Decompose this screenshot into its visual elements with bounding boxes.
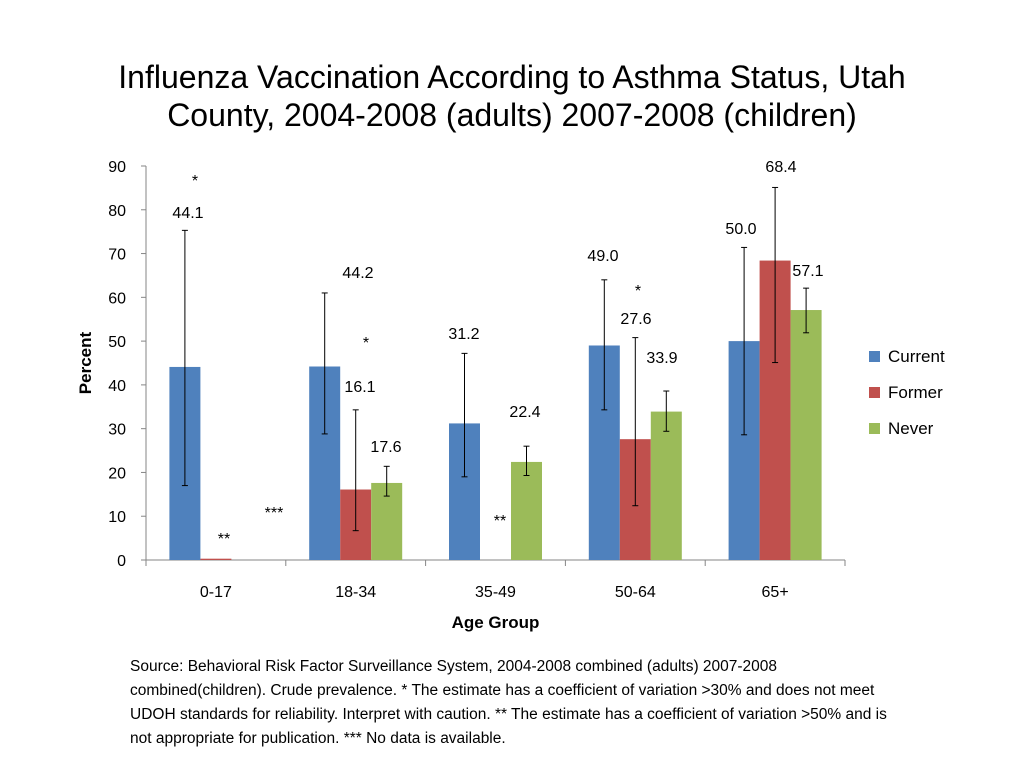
y-tick-label: 20 <box>108 465 126 482</box>
y-tick-label: 70 <box>108 247 126 264</box>
data-label: *** <box>265 505 284 522</box>
data-label: ** <box>494 513 506 530</box>
x-tick-label: 18-34 <box>335 584 376 601</box>
y-tick-label: 40 <box>108 378 126 395</box>
bar-chart: 0 10 20 30 40 50 60 70 80 90 0-17 18-34 35-49 50-64 65… <box>76 159 945 632</box>
data-label: 31.2 <box>448 326 479 343</box>
data-label: 49.0 <box>587 248 618 265</box>
legend-swatch <box>869 387 880 398</box>
y-tick-label: 10 <box>108 509 126 526</box>
x-tick-label: 50-64 <box>615 584 656 601</box>
source-note: Source: Behavioral Risk Factor Surveilla… <box>130 658 887 747</box>
y-tick-label: 60 <box>108 290 126 307</box>
x-tick-label: 0-17 <box>200 584 232 601</box>
data-label: 44.2 <box>342 265 373 282</box>
data-label: 33.9 <box>646 350 677 367</box>
slide-title-line-1: Influenza Vaccination According to Asthm… <box>118 59 906 95</box>
y-tick-label: 0 <box>117 553 126 570</box>
slide-title: Influenza Vaccination According to Asthm… <box>40 58 984 134</box>
data-label: 68.4 <box>765 159 796 176</box>
y-tick-label: 30 <box>108 422 126 439</box>
data-label: 27.6 <box>620 311 651 328</box>
reliability-flag: * <box>635 283 641 300</box>
legend-swatch <box>869 423 880 434</box>
y-axis-title: Percent <box>76 331 95 394</box>
y-tick-label: 80 <box>108 203 126 220</box>
reliability-flag: * <box>192 173 198 190</box>
x-tick-label: 65+ <box>762 584 789 601</box>
legend-label: Former <box>888 383 943 402</box>
y-tick-label: 90 <box>108 159 126 176</box>
bar <box>790 310 822 560</box>
x-axis-title: Age Group <box>452 613 540 632</box>
legend-label: Current <box>888 347 945 366</box>
data-label: 22.4 <box>509 404 540 421</box>
bar <box>650 411 682 560</box>
reliability-flag: * <box>363 335 369 352</box>
legend-swatch <box>869 351 880 362</box>
data-label: 44.1 <box>172 205 203 222</box>
data-label: 50.0 <box>725 221 756 238</box>
legend-label: Never <box>888 419 934 438</box>
slide-title-line-2: County, 2004-2008 (adults) 2007-2008 (ch… <box>167 97 857 133</box>
bar <box>511 461 542 560</box>
data-label: 17.6 <box>370 439 401 456</box>
y-tick-label: 50 <box>108 334 126 351</box>
data-label: 16.1 <box>344 379 375 396</box>
bar <box>200 558 232 560</box>
data-label: ** <box>218 531 230 548</box>
x-tick-label: 35-49 <box>475 584 516 601</box>
data-label: 57.1 <box>792 263 823 280</box>
